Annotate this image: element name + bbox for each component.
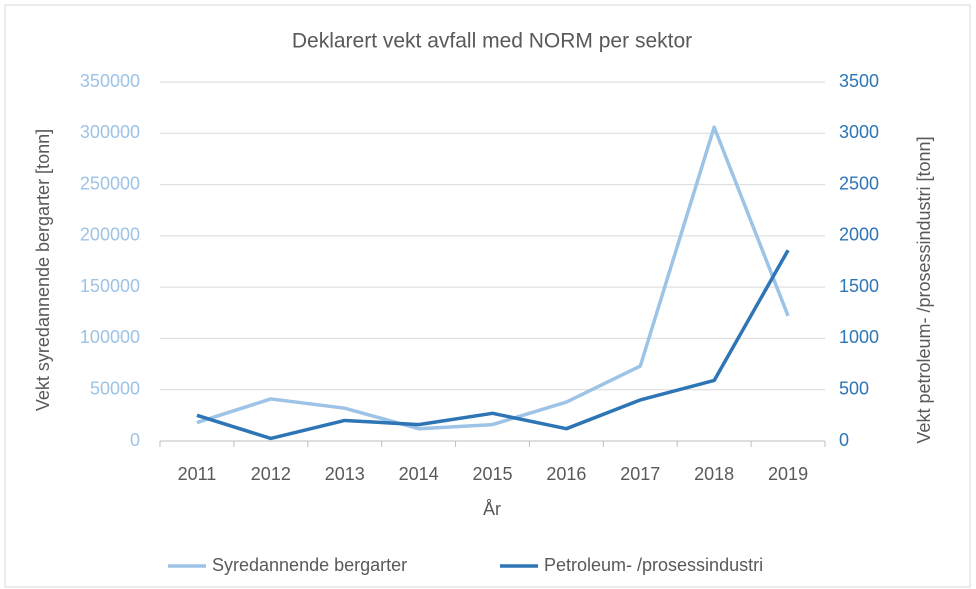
chart-title: Deklarert vekt avfall med NORM per sekto… <box>292 30 692 53</box>
series-line <box>196 125 790 431</box>
y2-tick-label: 2000 <box>839 225 879 245</box>
x-tick-label: 2016 <box>546 464 586 484</box>
y2-tick-label: 3500 <box>839 71 879 91</box>
series-line <box>196 249 790 441</box>
x-tick-label: 2011 <box>178 464 217 484</box>
y2-axis-title: Vekt petroleum- /prosessindustri [tonn] <box>914 136 934 443</box>
y2-tick-label: 1000 <box>839 327 879 347</box>
y-tick-label: 350000 <box>80 71 140 91</box>
x-tick-label: 2019 <box>768 464 808 484</box>
x-tick-label: 2013 <box>325 464 365 484</box>
y-tick-label: 200000 <box>80 225 140 245</box>
y-tick-label: 50000 <box>90 378 140 398</box>
x-tick-label: 2012 <box>251 464 291 484</box>
x-tick-label: 2015 <box>472 464 512 484</box>
y2-tick-label: 1500 <box>839 276 879 296</box>
y-axis-title: Vekt syredannende bergarter [tonn] <box>33 129 53 411</box>
x-axis-title: År <box>483 499 501 519</box>
y-tick-label: 150000 <box>80 276 140 296</box>
y-tick-label: 0 <box>130 430 140 450</box>
y-tick-label: 250000 <box>80 173 140 193</box>
x-tick-label: 2017 <box>620 464 660 484</box>
y-tick-label: 300000 <box>80 122 140 142</box>
y2-tick-label: 500 <box>839 378 869 398</box>
x-tick-label: 2014 <box>399 464 439 484</box>
chart-frame <box>4 4 971 588</box>
x-tick-label: 2018 <box>694 464 734 484</box>
y2-tick-label: 3000 <box>839 122 879 142</box>
y2-tick-label: 2500 <box>839 173 879 193</box>
y-tick-label: 100000 <box>80 327 140 347</box>
y2-tick-label: 0 <box>839 430 849 450</box>
legend-label: Syredannende bergarter <box>212 555 407 575</box>
legend-label: Petroleum- /prosessindustri <box>544 555 763 575</box>
